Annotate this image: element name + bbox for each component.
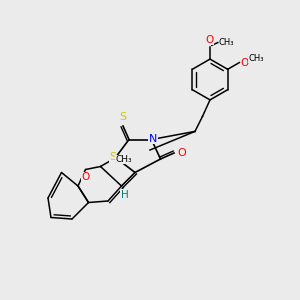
Text: O: O xyxy=(177,148,186,158)
Text: O: O xyxy=(81,172,90,182)
Text: S: S xyxy=(119,112,127,122)
Text: O: O xyxy=(241,58,249,68)
Text: O: O xyxy=(206,35,214,45)
Text: S: S xyxy=(109,152,116,163)
Text: CH₃: CH₃ xyxy=(219,38,234,47)
Text: H: H xyxy=(121,190,128,200)
Text: CH₃: CH₃ xyxy=(248,53,264,62)
Text: N: N xyxy=(149,134,157,144)
Text: CH₃: CH₃ xyxy=(115,155,132,164)
